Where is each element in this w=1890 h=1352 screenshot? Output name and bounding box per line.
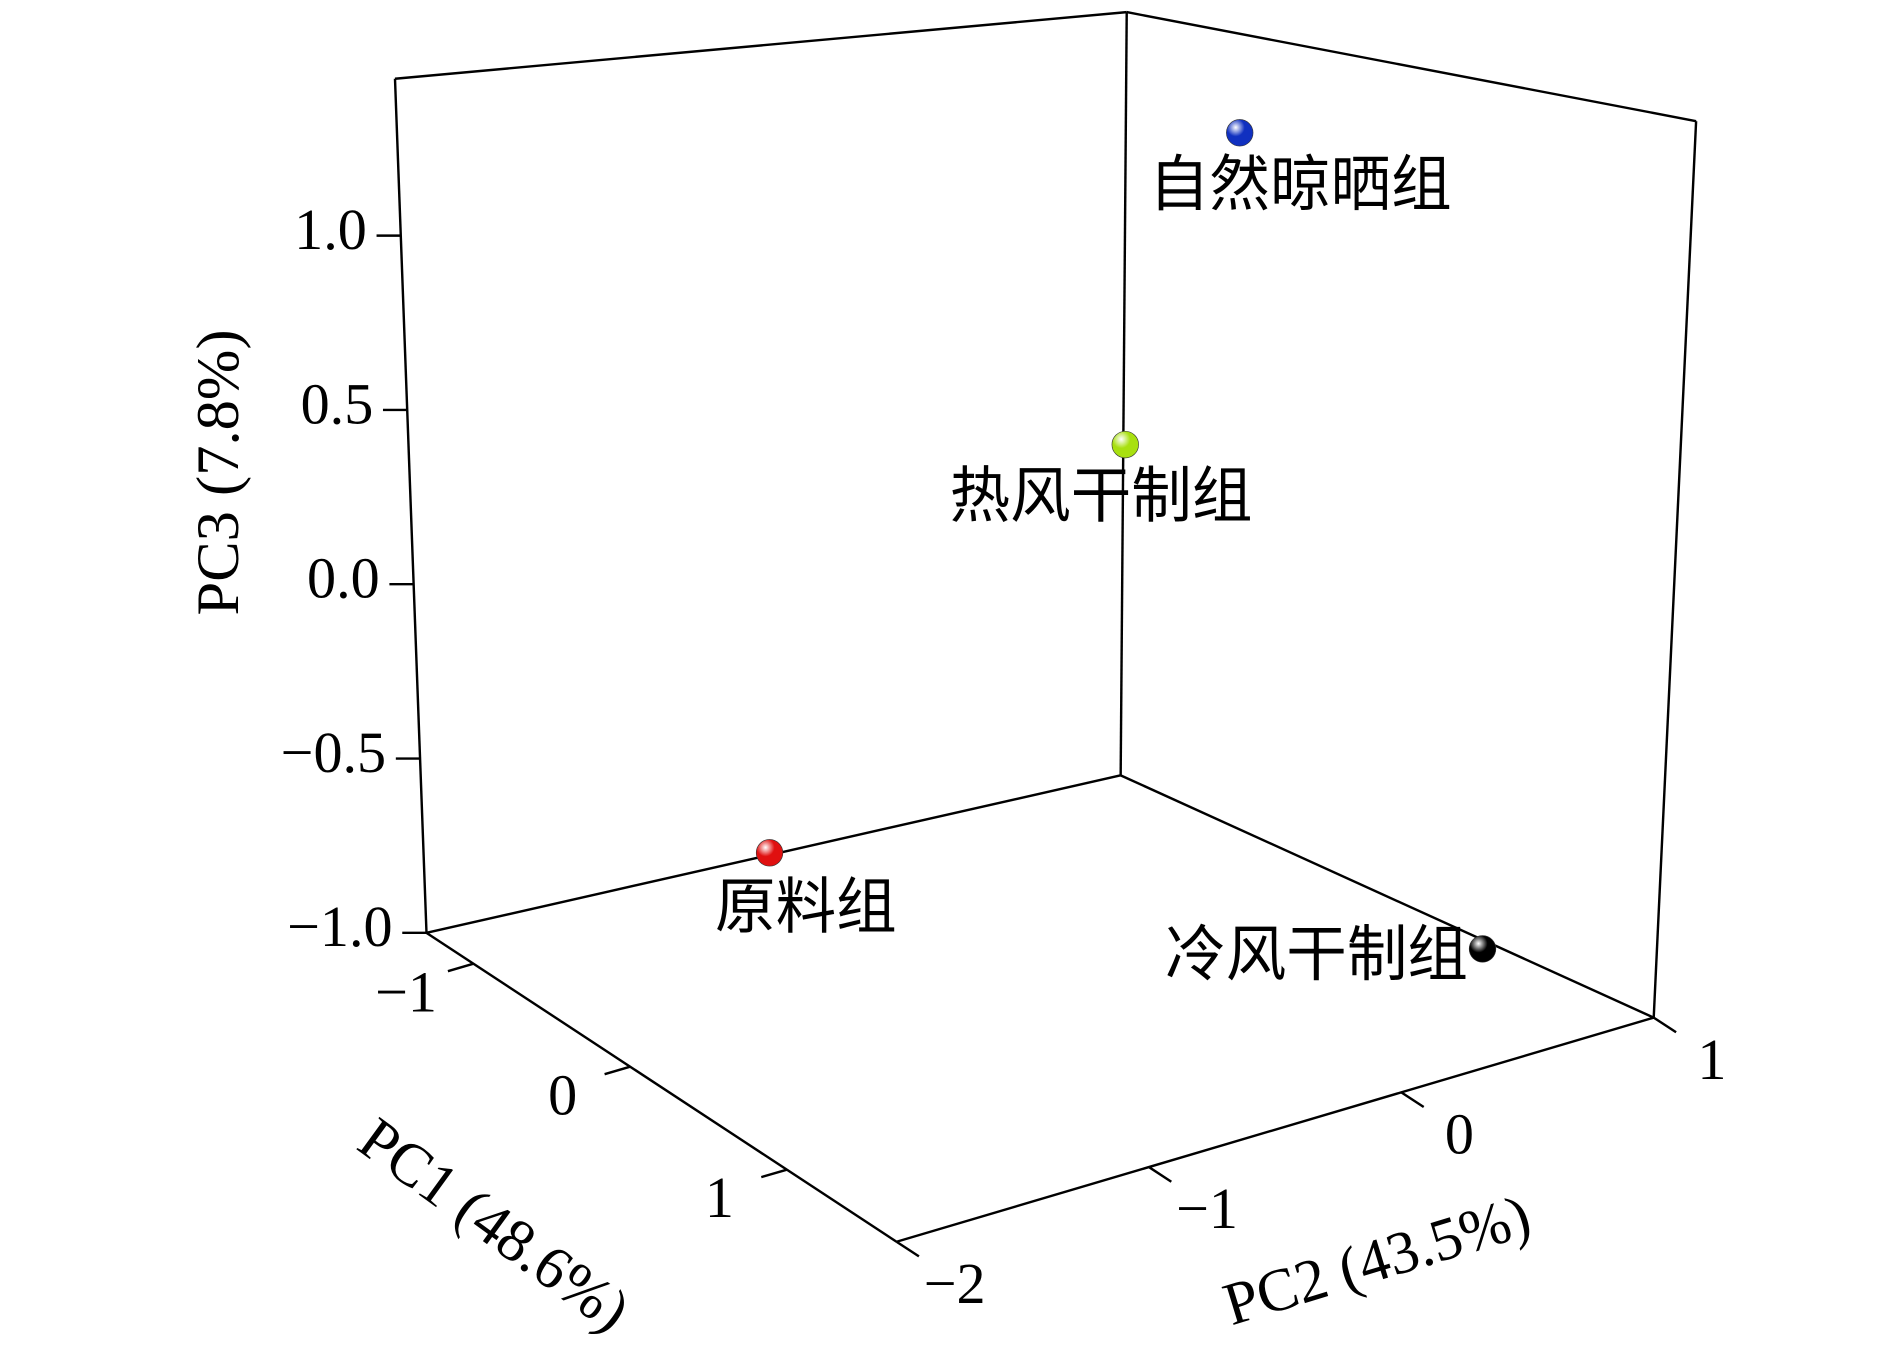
point-label: 热风干制组 [950,464,1253,531]
x-axis-title: PC1 (48.6%) [346,1105,641,1345]
point [755,839,784,867]
y-tick-label: 0 [1445,1102,1474,1167]
box-edge [394,10,1127,80]
box-edge [393,78,428,933]
y-tick [1148,1166,1172,1183]
z-tick-label: −0.5 [281,720,386,785]
box-edge [425,931,898,1243]
z-tick-label: 1.0 [294,197,367,262]
x-tick [760,1168,788,1179]
y-tick-label: −2 [924,1251,986,1316]
point [1226,119,1254,147]
z-tick-label: −1.0 [287,894,392,959]
box-edge [896,1016,1655,1243]
x-tick [447,962,474,973]
box-edge [1120,774,1655,1019]
point [1468,935,1497,963]
y-tick [1400,1091,1425,1109]
point-label: 原料组 [715,874,897,941]
point [1111,430,1139,459]
z-tick-label: 0.0 [307,546,380,611]
x-tick-label: 0 [548,1062,577,1127]
y-axis-title: PC2 (43.5%) [1216,1182,1538,1339]
box-edge [1119,12,1128,776]
z-axis-title: PC3 (7.8%) [185,329,252,615]
y-tick-label: −1 [1176,1176,1238,1241]
box-edge [1652,121,1698,1018]
y-tick-label: 1 [1697,1027,1726,1092]
x-tick [604,1065,631,1076]
y-tick [895,1240,920,1258]
point-label: 自然晾晒组 [1149,152,1452,219]
box-edge [1126,10,1697,123]
x-tick-label: −1 [375,959,437,1024]
z-tick-label: 0.5 [301,371,374,436]
x-tick-label: 1 [705,1165,734,1230]
point-label: 冷风干制组 [1165,922,1468,989]
y-tick [1653,1016,1677,1034]
